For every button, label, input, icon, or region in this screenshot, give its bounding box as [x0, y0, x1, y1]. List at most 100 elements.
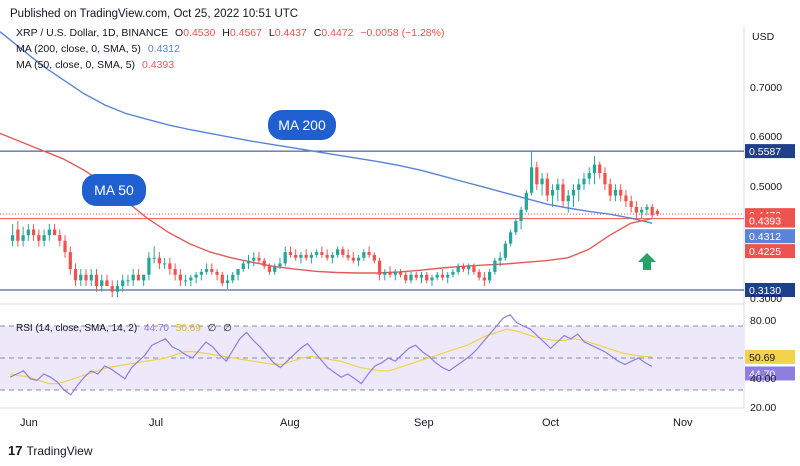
candle	[131, 274, 135, 281]
candle	[68, 252, 72, 270]
rsi-y-tick-label: 20.00	[750, 402, 776, 414]
candle	[16, 229, 20, 241]
candle	[252, 257, 256, 261]
candle	[645, 206, 649, 210]
candle	[467, 266, 471, 270]
candle	[273, 266, 277, 272]
rsi-legend-empty: ∅	[207, 323, 217, 334]
tradingview-brand: TradingView	[26, 443, 93, 458]
candle	[325, 254, 329, 258]
y-tick-label: 0.5000	[750, 181, 782, 193]
ohlc-open-label: O	[175, 27, 184, 39]
candle	[341, 249, 345, 255]
candle	[236, 269, 240, 275]
ma50-legend: MA (50, close, 0, SMA, 5) 0.4393	[16, 59, 178, 71]
candle	[121, 280, 125, 287]
candle	[63, 240, 67, 253]
candle	[257, 257, 261, 261]
candle	[189, 277, 193, 281]
candle	[446, 274, 450, 278]
candle	[529, 167, 534, 193]
tradingview-footer[interactable]: 17 TradingView	[8, 443, 93, 458]
rsi-legend: RSI (14, close, SMA, 14, 2) 44.70 50.69 …	[16, 323, 236, 334]
candle	[173, 269, 177, 275]
candle	[655, 210, 660, 215]
price-tag-label: 0.4225	[749, 246, 781, 258]
candle	[435, 274, 439, 278]
candle	[613, 189, 618, 196]
price-tag	[745, 244, 795, 259]
candle	[110, 286, 114, 292]
candle	[89, 274, 93, 281]
candle	[524, 192, 528, 210]
candle	[598, 164, 602, 173]
candle	[608, 184, 612, 196]
candle	[456, 266, 460, 272]
candle	[294, 254, 298, 258]
candle	[147, 257, 151, 275]
candle	[136, 274, 141, 281]
candle	[210, 269, 214, 272]
x-tick-label: Nov	[673, 417, 693, 429]
price-tag-label: 0.4312	[749, 231, 781, 243]
x-tick-label: Aug	[280, 417, 300, 429]
candle	[545, 178, 549, 196]
candle	[115, 286, 120, 292]
rsi-y-tick-label: 80.00	[750, 315, 776, 327]
candle	[482, 277, 487, 281]
candle	[634, 206, 639, 213]
candle	[288, 252, 293, 255]
candle	[461, 266, 466, 270]
rsi-y-tick-label: 40.00	[750, 373, 776, 385]
price-tag	[745, 282, 795, 297]
candle	[540, 178, 544, 185]
candle	[10, 235, 15, 241]
ma200-legend: MA (200, close, 0, SMA, 5) 0.4312	[16, 43, 184, 55]
candle	[503, 243, 507, 258]
ma200-annotation-bubble	[268, 110, 336, 140]
candle	[519, 209, 523, 222]
candle	[619, 189, 623, 196]
candle	[351, 257, 355, 261]
candle	[629, 201, 633, 207]
candle	[592, 164, 597, 173]
candle	[21, 235, 25, 241]
candle	[335, 249, 340, 255]
candle	[52, 229, 57, 236]
rsi-price-tag	[745, 349, 795, 364]
candle	[367, 252, 371, 255]
candle	[640, 209, 644, 213]
candle	[299, 254, 303, 258]
ohlc-close: 0.4472	[321, 27, 354, 39]
candle	[204, 269, 209, 272]
tradingview-logo-icon: 17	[8, 443, 23, 458]
candle	[315, 252, 319, 255]
candle	[241, 263, 245, 270]
candle	[356, 257, 361, 261]
candle	[152, 257, 156, 259]
candle	[425, 274, 429, 281]
price-tag	[745, 144, 795, 159]
candle	[283, 252, 287, 264]
candle	[477, 271, 481, 278]
symbol-legend: XRP / U.S. Dollar, 1D, BINANCE O0.4530 H…	[16, 27, 448, 39]
price-tag-label: 0.4393	[749, 216, 781, 228]
candle	[624, 195, 628, 202]
candle	[31, 229, 36, 236]
ma50-annotation-bubble	[82, 174, 146, 206]
candle	[157, 257, 162, 264]
y-tick-label: 0.7000	[750, 82, 782, 94]
rsi-price-tag	[745, 366, 795, 381]
published-header: Published on TradingView.com, Oct 25, 20…	[10, 8, 299, 20]
candle	[556, 184, 560, 190]
candle	[231, 274, 235, 281]
candle	[94, 274, 99, 287]
ma200-annotation-text: MA 200	[278, 117, 326, 133]
candle	[47, 229, 51, 236]
candle	[320, 252, 324, 255]
candle	[73, 269, 78, 281]
y-tick-label: 0.6000	[750, 131, 782, 143]
ma50-label: MA (50, close, 0, SMA, 5)	[16, 59, 136, 71]
candle	[278, 263, 282, 267]
